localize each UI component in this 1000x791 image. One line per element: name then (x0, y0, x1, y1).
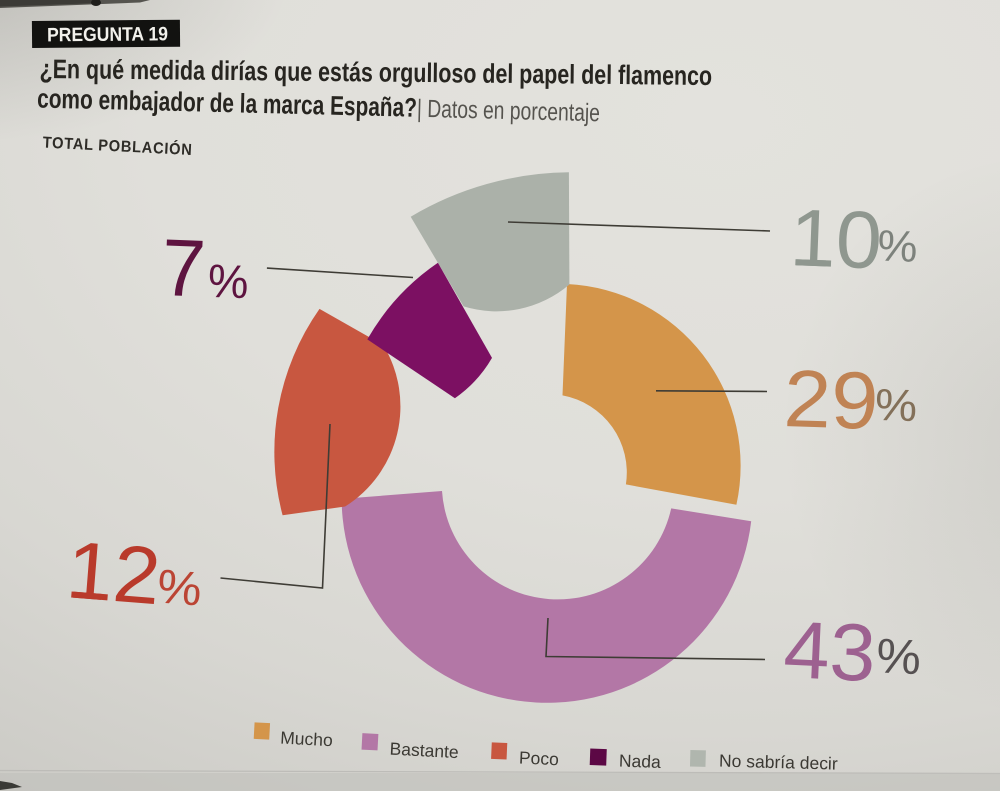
svg-text:¿En qué medida dirías que está: ¿En qué medida dirías que estás orgullos… (39, 55, 712, 92)
svg-text:No sabría decir: No sabría decir (719, 751, 838, 774)
svg-text:TOTAL POBLACIÓN: TOTAL POBLACIÓN (42, 133, 193, 159)
svg-text:Bastante: Bastante (389, 739, 459, 763)
svg-text:Poco: Poco (519, 748, 560, 770)
svg-text:como embajador de la marca Esp: como embajador de la marca España?| Dato… (37, 84, 600, 128)
svg-text:43%: 43% (782, 605, 923, 701)
svg-text:PREGUNTA 19: PREGUNTA 19 (47, 22, 168, 45)
svg-text:12%: 12% (63, 524, 206, 626)
svg-text:10%: 10% (788, 193, 919, 288)
svg-text:29%: 29% (782, 353, 918, 448)
svg-text:Nada: Nada (619, 751, 662, 772)
svg-text:7%: 7% (160, 222, 251, 316)
svg-text:Mucho: Mucho (280, 728, 334, 751)
